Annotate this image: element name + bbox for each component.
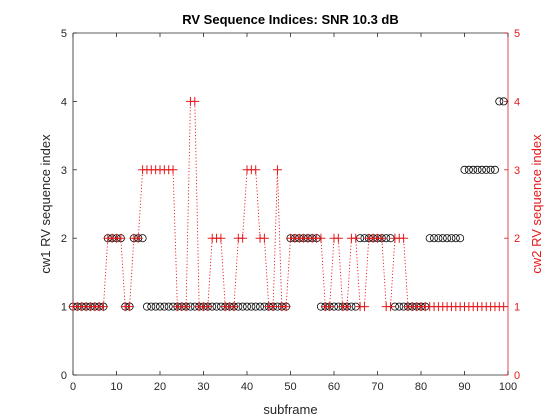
y-right-tick-label: 5 [514,28,520,40]
y-axis-right-label: cw2 RV sequence index [529,134,544,274]
series-cw1-point [164,302,173,311]
series-cw1-point [151,302,160,311]
series-cw2-point [333,233,343,243]
series-cw2-point [316,233,326,243]
series-cw1-point [256,302,265,311]
series-cw1-point [212,302,221,311]
x-tick-label: 20 [154,381,166,393]
series-cw1-point [477,165,486,174]
x-tick-label: 70 [371,381,383,393]
chart-title: RV Sequence Indices: SNR 10.3 dB [182,12,399,27]
series-cw2-point [281,302,291,312]
x-tick-label: 60 [328,381,340,393]
series-cw2-point [377,233,387,243]
series-cw2-point [203,302,213,312]
x-tick-label: 100 [499,381,517,393]
series-cw1-point [473,165,482,174]
y-tick-label: 5 [61,28,67,40]
series-cw2-point [251,165,261,175]
y-right-tick-label: 1 [514,302,520,314]
x-tick-label: 80 [415,381,427,393]
series-cw1-point [242,302,251,311]
series-cw2-point [168,165,178,175]
y-tick-label: 2 [61,233,67,245]
series-cw2-point [116,233,126,243]
y-tick-label: 3 [61,165,67,177]
series-cw2-point [351,233,361,243]
x-tick-label: 10 [110,381,122,393]
series-cw1-point [460,165,469,174]
series-cw2-point [399,233,409,243]
y-tick-label: 0 [61,370,67,382]
series-cw1-point [142,302,151,311]
y-right-tick-label: 0 [514,370,520,382]
series-cw2-point [98,302,108,312]
x-tick-label: 90 [458,381,470,393]
series-cw1-point [447,234,456,243]
x-tick-label: 40 [241,381,253,393]
series-cw2-point [325,302,335,312]
series-cw1-point [490,165,499,174]
series-cw1-point [147,302,156,311]
series-cw1-point [469,165,478,174]
series-cw2-point [125,302,135,312]
y-right-tick-label: 2 [514,233,520,245]
series-cw1-point [443,234,452,243]
series-cw1-point [160,302,169,311]
series-cw2-point [268,302,278,312]
series-cw1-point [247,302,256,311]
x-axis-label: subframe [263,402,317,417]
y-tick-label: 1 [61,302,67,314]
series-cw1-point [495,97,504,106]
series-cw2-point [133,233,143,243]
y-axis-label: cw1 RV sequence index [38,134,53,274]
series-cw2-point [342,302,352,312]
x-tick-label: 50 [284,381,296,393]
series-cw2-point [190,96,200,106]
series-cw1-point [451,234,460,243]
x-tick-label: 30 [197,381,209,393]
series-cw1-point [456,234,465,243]
series-cw1-point [430,234,439,243]
series-cw1-point [486,165,495,174]
series-cw1-point [499,97,508,106]
series-cw1-point [464,165,473,174]
y-right-tick-label: 3 [514,165,520,177]
series-cw2-point [229,302,239,312]
series-cw1-point [238,302,247,311]
series-cw2-point [386,302,396,312]
y-right-tick-label: 4 [514,96,520,108]
y-tick-label: 4 [61,96,67,108]
series-cw2-point [216,233,226,243]
series-cw2-point [359,302,369,312]
series-cw1-point [438,234,447,243]
series-cw1-point [434,234,443,243]
series-cw1-point [395,302,404,311]
series-cw2-point [238,233,248,243]
series-cw2-point [259,233,269,243]
series-cw2-point [272,165,282,175]
x-tick-label: 0 [70,381,76,393]
series-cw1-point [251,302,260,311]
series-cw1-point [482,165,491,174]
series-cw2-point [181,302,191,312]
series-cw1-point [425,234,434,243]
series-cw1-point [155,302,164,311]
series-cw2-point [499,302,509,312]
